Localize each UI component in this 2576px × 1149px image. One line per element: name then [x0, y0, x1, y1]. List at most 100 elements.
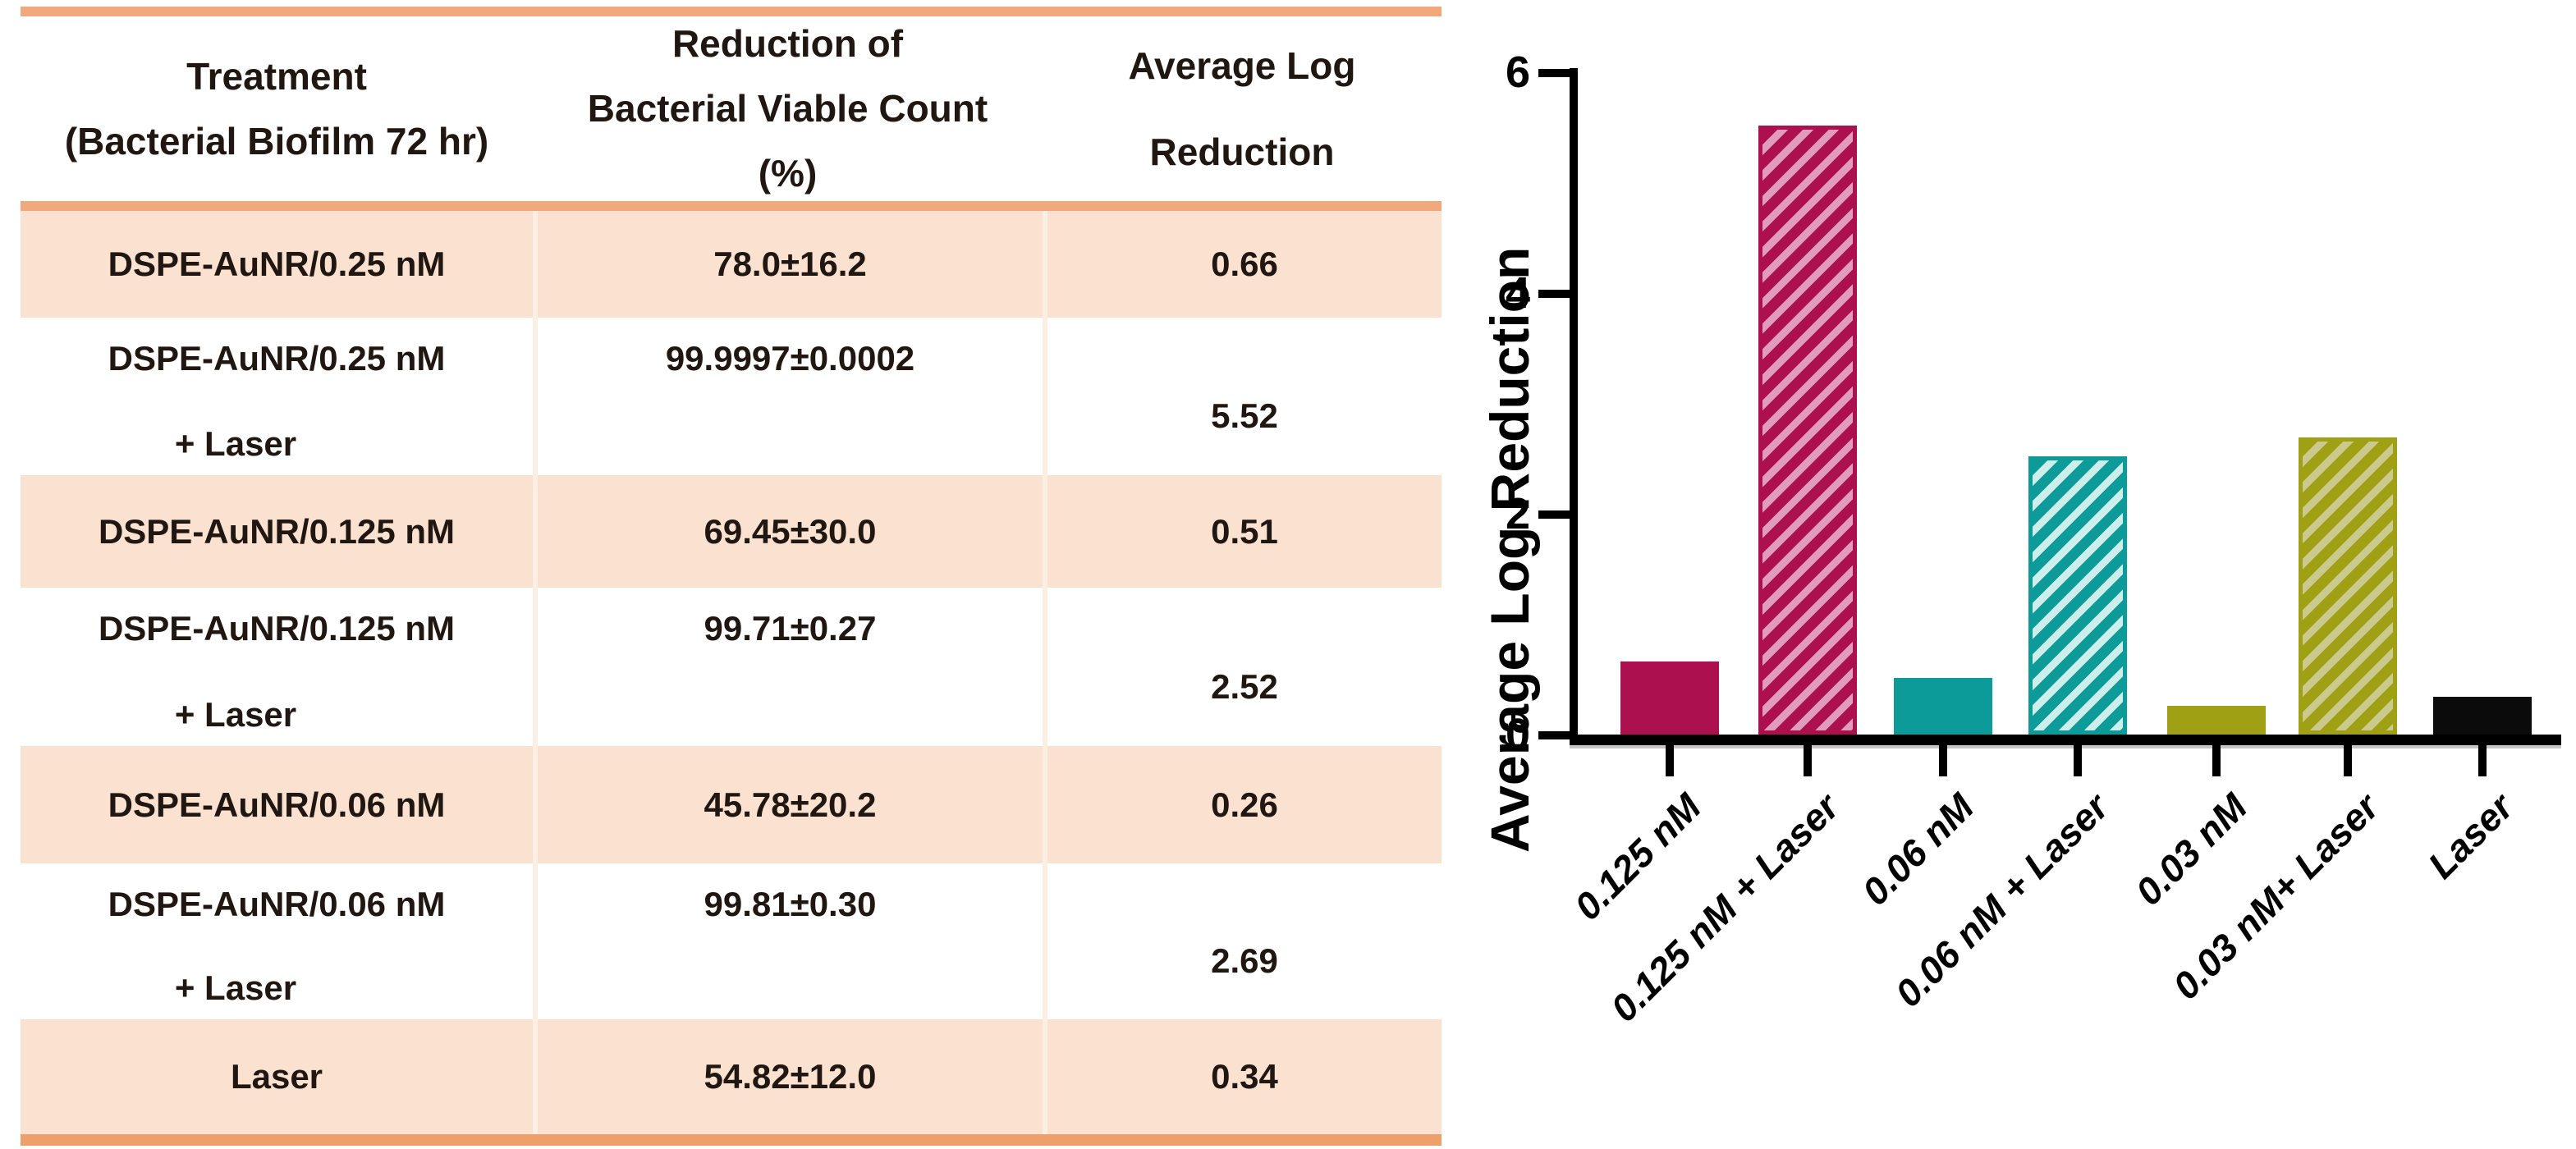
- table-header-separator: [21, 201, 1442, 211]
- table-row: DSPE-AuNR/0.125 nM 69.45±30.0 0.51: [21, 475, 1442, 588]
- bar-0-03-nm-laser: [2299, 437, 2397, 735]
- avg-log-reduction-value: 2.69: [1211, 941, 1278, 980]
- column-header-3: Average Log Reduction: [1043, 16, 1442, 201]
- y-axis-label: Average Log Reduction: [1479, 246, 1540, 854]
- x-tick: [1804, 745, 1812, 776]
- avg-log-reduction-value: 0.26: [1211, 785, 1278, 824]
- column-header-line: (%): [758, 151, 818, 195]
- treatment-line: + Laser: [174, 968, 297, 1007]
- bar-laser: [2433, 697, 2532, 735]
- x-tick: [2074, 745, 2082, 776]
- table-bottom-border: [21, 1134, 1442, 1146]
- treatment-line: DSPE-AuNR/0.06 nM: [108, 785, 446, 824]
- cell-reduction-percent: 54.82±12.0: [533, 1019, 1043, 1134]
- table-row: DSPE-AuNR/0.25 nM + Laser 99.9997±0.0002 5.…: [21, 318, 1442, 475]
- bar-0-06-nm-laser: [2028, 456, 2127, 735]
- cell-reduction-percent: 99.71±0.27: [533, 588, 1043, 746]
- table-row: DSPE-AuNR/0.06 nM + Laser 99.81±0.30 2.69: [21, 863, 1442, 1019]
- y-axis-line: [1570, 68, 1578, 745]
- cell-reduction-percent: 99.81±0.30: [533, 863, 1043, 1019]
- avg-log-reduction-value: 0.66: [1211, 245, 1278, 283]
- cell-reduction-percent: 45.78±20.2: [533, 746, 1043, 863]
- y-tick: [1538, 510, 1570, 519]
- cell-avg-log-reduction: 0.34: [1043, 1019, 1442, 1134]
- y-tick-label: 2: [1505, 489, 1530, 538]
- cell-reduction-percent: 99.9997±0.0002: [533, 318, 1043, 475]
- cell-treatment: DSPE-AuNR/0.125 nM + Laser: [21, 588, 533, 746]
- x-tick: [2344, 745, 2352, 776]
- reduction-percent-value: 99.71±0.27: [704, 609, 877, 648]
- column-header-line: Reduction of: [672, 22, 904, 66]
- treatment-line: DSPE-AuNR/0.25 nM: [108, 245, 446, 283]
- table-row: DSPE-AuNR/0.25 nM 78.0±16.2 0.66: [21, 211, 1442, 318]
- treatment-line: DSPE-AuNR/0.125 nM: [98, 511, 456, 551]
- x-tick: [2212, 745, 2221, 776]
- cell-treatment: DSPE-AuNR/0.125 nM: [21, 475, 533, 588]
- reduction-percent-value: 99.81±0.30: [704, 885, 877, 923]
- column-header-line: Treatment: [186, 54, 367, 98]
- cell-treatment: DSPE-AuNR/0.06 nM + Laser: [21, 863, 533, 1019]
- y-tick-label: 6: [1505, 48, 1530, 97]
- cell-reduction-percent: 69.45±30.0: [533, 475, 1043, 588]
- table-row: Laser 54.82±12.0 0.34: [21, 1019, 1442, 1134]
- x-tick: [1666, 745, 1674, 776]
- avg-log-reduction-value: 0.51: [1211, 511, 1278, 551]
- y-tick: [1538, 731, 1570, 739]
- cell-treatment: Laser: [21, 1019, 533, 1134]
- log-reduction-bar-chart: Average Log Reduction 0 2 4 6 0.125 nM 0.125 …: [1478, 0, 2576, 1149]
- y-tick-label: 4: [1505, 268, 1530, 318]
- table-header-row: Treatment (Bacterial Biofilm 72 hr) Reduct…: [21, 16, 1442, 201]
- x-tick: [1939, 745, 1947, 776]
- table-top-border: [21, 7, 1442, 16]
- reduction-percent-value: 78.0±16.2: [713, 245, 867, 283]
- y-tick: [1538, 69, 1570, 77]
- column-header-line: Average Log: [1128, 43, 1356, 87]
- treatment-line: Laser: [230, 1057, 323, 1096]
- avg-log-reduction-value: 5.52: [1211, 396, 1278, 435]
- table-row: DSPE-AuNR/0.125 nM + Laser 99.71±0.27 2.52: [21, 588, 1442, 746]
- cell-avg-log-reduction: 0.26: [1043, 746, 1442, 863]
- reduction-percent-value: 99.9997±0.0002: [665, 339, 915, 378]
- bar-0-03-nm: [2167, 706, 2266, 735]
- treatment-line: DSPE-AuNR/0.06 nM: [108, 885, 446, 923]
- cell-reduction-percent: 78.0±16.2: [533, 211, 1043, 318]
- treatment-line: + Laser: [174, 424, 297, 463]
- y-tick-label: 0: [1505, 710, 1530, 759]
- cell-treatment: DSPE-AuNR/0.25 nM + Laser: [21, 318, 533, 475]
- cell-avg-log-reduction: 2.52: [1043, 588, 1442, 746]
- cell-avg-log-reduction: 0.66: [1043, 211, 1442, 318]
- column-header-line: Reduction: [1149, 130, 1335, 173]
- bar-0-06-nm: [1894, 678, 1992, 735]
- cell-treatment: DSPE-AuNR/0.25 nM: [21, 211, 533, 318]
- x-axis-shadow: [1570, 745, 2561, 748]
- cell-avg-log-reduction: 5.52: [1043, 318, 1442, 475]
- x-category-label: 0.06 nM: [1854, 785, 1982, 913]
- x-category-label: Laser: [2419, 785, 2522, 887]
- column-header-2: Reduction of Bacterial Viable Count (%): [533, 16, 1043, 201]
- treatment-line: DSPE-AuNR/0.125 nM: [98, 609, 456, 648]
- table-body: DSPE-AuNR/0.25 nM 78.0±16.2 0.66 DSPE-AuNR/…: [21, 211, 1442, 1134]
- avg-log-reduction-value: 0.34: [1211, 1057, 1278, 1096]
- reduction-percent-value: 54.82±12.0: [704, 1057, 877, 1096]
- cell-treatment: DSPE-AuNR/0.06 nM: [21, 746, 533, 863]
- cell-avg-log-reduction: 2.69: [1043, 863, 1442, 1019]
- x-category-label: 0.03 nM: [2127, 785, 2256, 913]
- reduction-percent-value: 45.78±20.2: [704, 785, 877, 824]
- avg-log-reduction-value: 2.52: [1211, 666, 1278, 706]
- table-row: DSPE-AuNR/0.06 nM 45.78±20.2 0.26: [21, 746, 1442, 863]
- x-axis-line: [1570, 735, 2561, 745]
- bar-0-125-nm: [1620, 661, 1719, 735]
- treatment-line: DSPE-AuNR/0.25 nM: [108, 339, 446, 378]
- x-tick: [2478, 745, 2487, 776]
- cell-avg-log-reduction: 0.51: [1043, 475, 1442, 588]
- reduction-percent-value: 69.45±30.0: [704, 511, 877, 551]
- bar-0-125-nm-laser: [1758, 125, 1857, 735]
- x-category-label: 0.125 nM + Laser: [1602, 785, 1847, 1030]
- treatment-line: + Laser: [174, 695, 297, 734]
- x-category-label: 0.125 nM: [1565, 785, 1709, 928]
- column-header-line: Bacterial Viable Count: [587, 87, 988, 130]
- y-tick: [1538, 290, 1570, 298]
- column-header-1: Treatment (Bacterial Biofilm 72 hr): [21, 16, 533, 201]
- column-header-line: (Bacterial Biofilm 72 hr): [64, 119, 489, 163]
